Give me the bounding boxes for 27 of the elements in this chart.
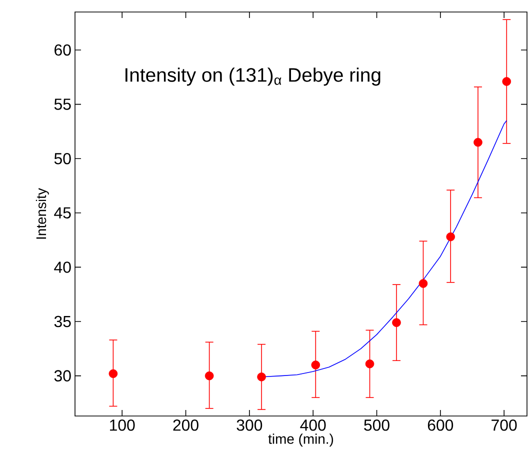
- point: [418, 279, 428, 288]
- y-tick-label: 35: [54, 316, 71, 328]
- x-tick-label: 100: [110, 420, 135, 431]
- x-tick-label: 200: [173, 420, 198, 431]
- point: [474, 138, 482, 147]
- x-tick-label: 400: [300, 420, 326, 431]
- y-tick-label: 50: [54, 152, 71, 164]
- point: [446, 232, 455, 242]
- point: [204, 371, 214, 380]
- x-tick-label: 500: [364, 420, 390, 431]
- point: [365, 359, 374, 368]
- point: [502, 77, 512, 86]
- y-tick-label: 40: [54, 262, 71, 273]
- y-tick-label: 30: [54, 370, 71, 382]
- x-tick-label: 300: [236, 420, 262, 431]
- point: [311, 360, 320, 370]
- annotation: Intensity on (131)$_{α}$ Debye ring: [126, 68, 380, 86]
- y-tick-label: 55: [54, 98, 71, 110]
- x-tick-label: 600: [428, 420, 454, 431]
- point: [108, 369, 118, 378]
- x-tick-label: 700: [492, 420, 517, 431]
- y-tick-label: 45: [54, 207, 71, 218]
- y-axis-title: Intensity: [36, 188, 49, 239]
- point: [257, 372, 266, 382]
- point: [392, 318, 401, 327]
- y-tick-label: 60: [54, 44, 71, 56]
- x-axis-title: time (min.): [268, 434, 334, 447]
